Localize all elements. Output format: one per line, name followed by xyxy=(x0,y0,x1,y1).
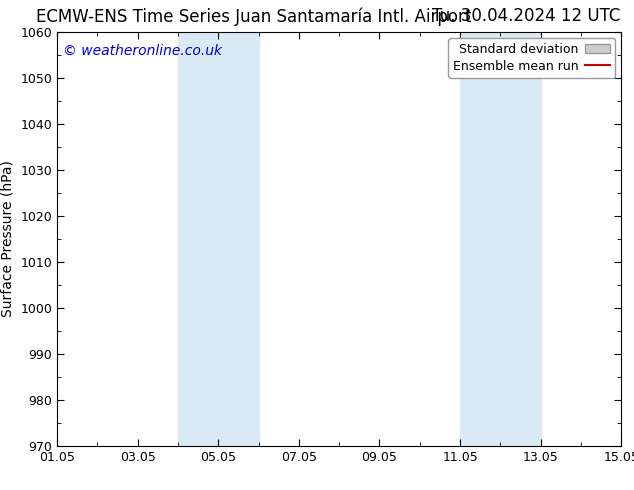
Legend: Standard deviation, Ensemble mean run: Standard deviation, Ensemble mean run xyxy=(448,38,615,78)
Text: ECMW-ENS Time Series Juan Santamaría Intl. Airport: ECMW-ENS Time Series Juan Santamaría Int… xyxy=(36,7,471,26)
Bar xyxy=(460,32,541,446)
Bar xyxy=(178,32,259,446)
Text: © weatheronline.co.uk: © weatheronline.co.uk xyxy=(63,44,222,58)
Y-axis label: Surface Pressure (hPa): Surface Pressure (hPa) xyxy=(1,160,15,318)
Text: Tu. 30.04.2024 12 UTC: Tu. 30.04.2024 12 UTC xyxy=(432,7,621,25)
